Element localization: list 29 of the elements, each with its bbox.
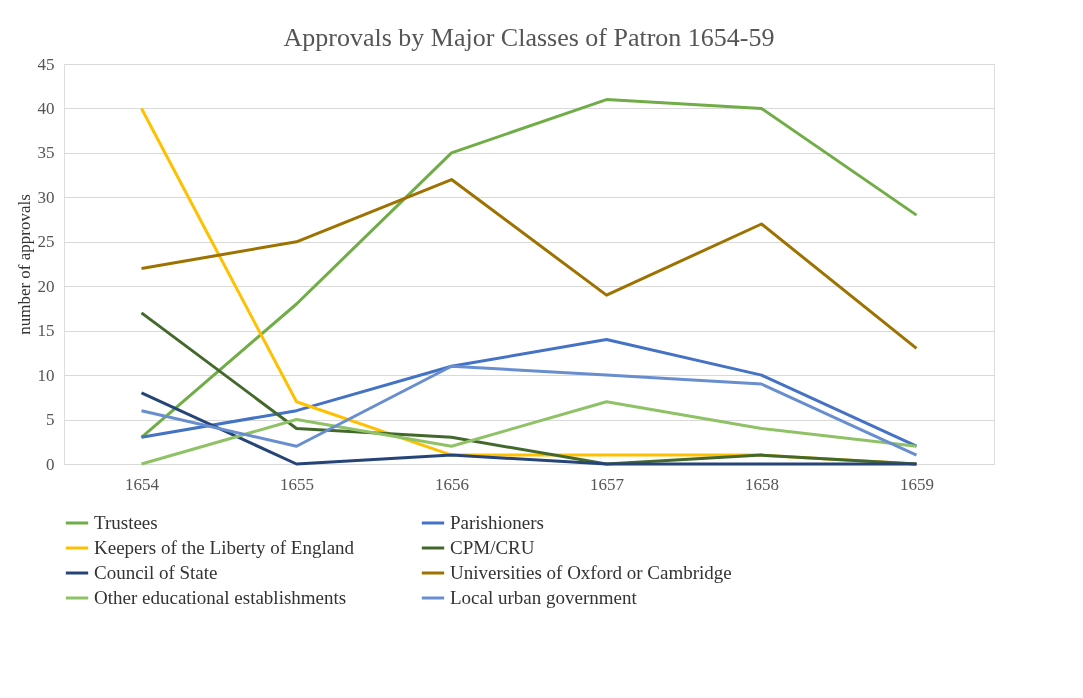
legend-label: Parishioners (450, 512, 544, 533)
y-tick-label: 40 (37, 98, 55, 118)
x-tick-label: 1654 (125, 474, 160, 494)
y-axis-title: number of approvals (14, 194, 34, 335)
x-tick-label: 1655 (280, 474, 314, 494)
legend-label: Keepers of the Liberty of England (94, 537, 355, 558)
y-tick-label: 15 (37, 321, 55, 341)
y-tick-label: 20 (37, 276, 55, 296)
y-tick-label: 0 (46, 454, 55, 474)
y-tick-label: 10 (37, 365, 55, 385)
legend-label: Council of State (94, 562, 218, 583)
x-tick-label: 1657 (590, 474, 625, 494)
legend-label: CPM/CRU (450, 537, 535, 558)
chart-title: Approvals by Major Classes of Patron 1654-59 (283, 23, 775, 52)
y-tick-label: 5 (46, 410, 55, 430)
legend-label: Local urban government (450, 587, 638, 608)
x-tick-label: 1659 (900, 474, 934, 494)
legend-label: Trustees (94, 512, 158, 533)
x-tick-label: 1658 (745, 474, 779, 494)
y-tick-label: 45 (37, 54, 55, 74)
line-series (140, 178, 918, 350)
line-series (140, 338, 918, 448)
y-tick-label: 30 (37, 187, 55, 207)
legend-label: Other educational establishments (94, 587, 347, 608)
y-tick-label: 35 (37, 143, 55, 163)
x-tick-label: 1656 (435, 474, 469, 494)
legend-label: Universities of Oxford or Cambridge (450, 562, 732, 583)
line-series (140, 364, 918, 457)
y-tick-label: 25 (37, 232, 55, 252)
